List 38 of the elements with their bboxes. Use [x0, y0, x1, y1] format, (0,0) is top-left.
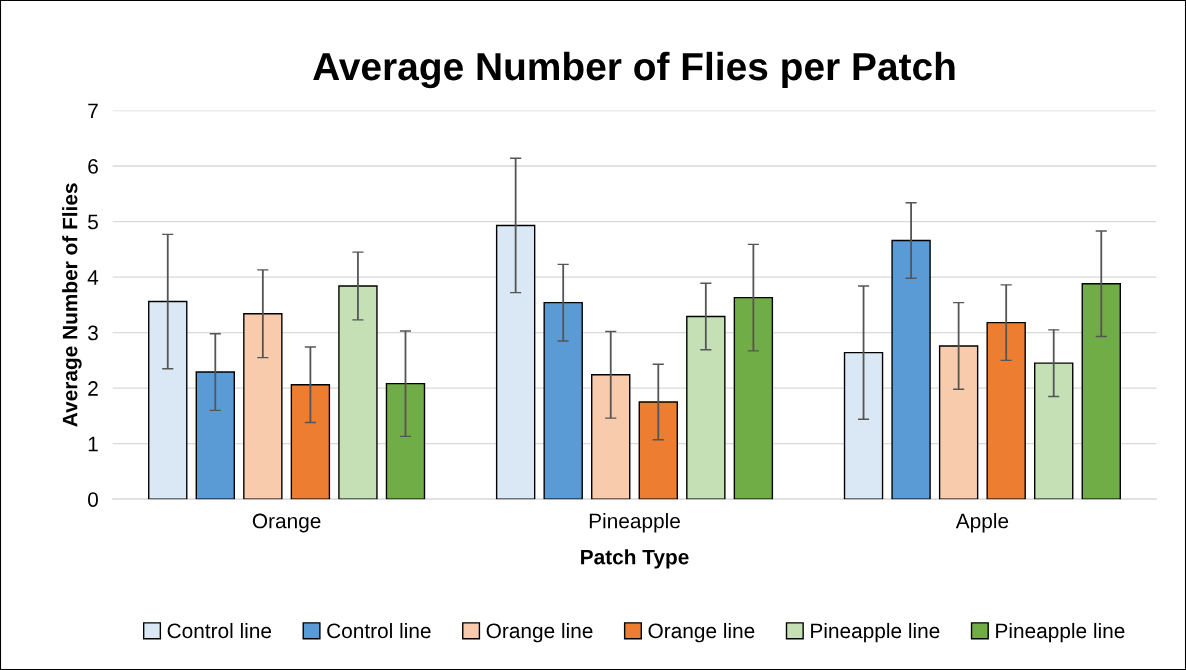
x-tick-label: Pineapple	[589, 513, 680, 533]
bar	[891, 239, 931, 500]
legend-label: Orange line	[486, 622, 593, 643]
bar	[843, 351, 884, 500]
bar	[1034, 362, 1074, 500]
bar	[733, 296, 774, 500]
bar	[338, 285, 378, 500]
bar	[1081, 283, 1121, 500]
y-tick-label: 0	[88, 492, 98, 507]
y-tick-label: 4	[87, 270, 99, 285]
bar	[290, 384, 331, 500]
x-tick-label: Orange	[252, 513, 321, 533]
y-tick-label: 5	[88, 214, 98, 230]
y-tick-label: 7	[88, 103, 98, 119]
y-axis-title: Average Number of Flies	[62, 183, 82, 427]
legend-label: Pineapple line	[811, 622, 940, 643]
y-tick-label: 6	[88, 159, 98, 174]
chart-title: Average Number of Flies per Patch	[313, 51, 955, 89]
legend-label: Orange line	[648, 622, 755, 643]
y-tick-label: 3	[87, 325, 98, 341]
x-tick-label: Apple	[955, 513, 1009, 533]
y-tick-label: 1	[88, 436, 98, 452]
bar	[938, 345, 979, 500]
bar	[638, 401, 678, 500]
bar	[243, 313, 283, 500]
legend-label: Control line	[167, 622, 272, 639]
bar	[195, 371, 236, 500]
bar	[543, 301, 583, 500]
x-axis-title: Patch Type	[581, 549, 689, 569]
bar	[385, 382, 426, 500]
bar	[591, 374, 631, 500]
bar	[148, 300, 188, 500]
legend-label: Control line	[327, 622, 431, 639]
legend-label: Pineapple line	[996, 622, 1125, 643]
bar	[495, 224, 536, 500]
bar	[686, 315, 726, 500]
bar	[986, 321, 1026, 500]
y-tick-label: 2	[88, 381, 98, 396]
